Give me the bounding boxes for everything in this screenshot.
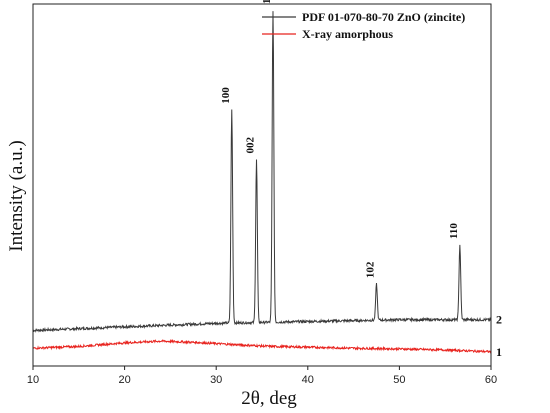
- plot-frame: [32, 3, 492, 367]
- series-line-zincite: [32, 11, 492, 333]
- x-tick-label: 50: [393, 374, 405, 386]
- peak-label-100: 100: [220, 87, 232, 104]
- x-tick-label: 30: [210, 374, 222, 386]
- plot-area: [32, 11, 492, 355]
- legend-label-amorphous: X-ray amorphous: [302, 27, 393, 41]
- curve-label-1: 1: [496, 345, 502, 359]
- peak-label-002: 002: [245, 137, 257, 154]
- peak-label-110: 110: [448, 223, 460, 239]
- series-line-amorphous: [32, 338, 492, 355]
- y-axis-title: Intensity (a.u.): [6, 140, 27, 251]
- x-axis-title: 2θ, deg: [241, 388, 297, 409]
- peak-label-101: 101: [261, 0, 273, 4]
- x-tick-label: 40: [302, 374, 314, 386]
- x-tick-label: 10: [27, 374, 39, 386]
- x-axis-ticks: 10 20 30 40 50 60: [27, 366, 497, 386]
- x-tick-label: 20: [118, 374, 130, 386]
- curve-label-2: 2: [496, 313, 502, 327]
- x-tick-label: 60: [485, 374, 497, 386]
- peak-label-102: 102: [365, 261, 377, 278]
- legend: PDF 01-070-80-70 ZnO (zincite) X-ray amo…: [262, 10, 465, 41]
- legend-label-zincite: PDF 01-070-80-70 ZnO (zincite): [302, 10, 465, 24]
